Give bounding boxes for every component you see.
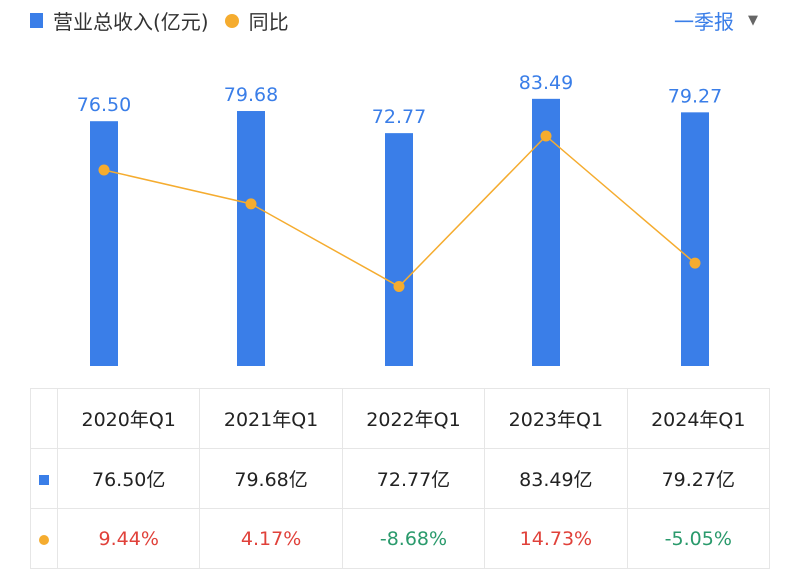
legend-revenue-label[interactable]: 营业总收入(亿元)	[53, 10, 209, 34]
column-header: 2022年Q1	[341, 388, 486, 449]
yoy-cell: 9.44%	[56, 508, 201, 569]
bar	[681, 112, 709, 366]
triangle-down-icon: ▼	[748, 13, 758, 28]
bar-value-label: 79.27	[668, 85, 722, 107]
legend: 营业总收入(亿元) 同比	[30, 6, 289, 35]
yoy-point	[689, 257, 701, 269]
column-header: 2024年Q1	[626, 388, 771, 449]
revenue-cell: 79.68亿	[199, 448, 343, 509]
revenue-cell: 72.77亿	[341, 448, 486, 509]
bar-value-label: 79.68	[224, 84, 278, 106]
column-header: 2023年Q1	[484, 388, 628, 449]
revenue-cell: 79.27亿	[626, 448, 771, 509]
yoy-row-icon	[30, 508, 58, 569]
legend-yoy-label[interactable]: 同比	[248, 10, 289, 34]
yoy-cell: -8.68%	[341, 508, 486, 569]
revenue-cell: 83.49亿	[484, 448, 628, 509]
yoy-point	[393, 281, 405, 293]
period-label: 一季报	[674, 10, 734, 34]
yoy-legend-dot-icon	[224, 13, 239, 28]
revenue-legend-square-icon	[30, 13, 43, 28]
bar	[237, 111, 265, 366]
column-header: 2021年Q1	[199, 388, 343, 449]
period-selector[interactable]: 一季报 ▼	[674, 6, 758, 35]
bar-value-label: 83.49	[519, 72, 573, 94]
bar	[90, 121, 118, 366]
bar-value-label: 76.50	[77, 94, 131, 116]
yoy-cell: 4.17%	[199, 508, 343, 569]
column-header: 2020年Q1	[56, 388, 201, 449]
bar	[385, 133, 413, 366]
yoy-point	[245, 198, 257, 210]
revenue-row-icon	[30, 448, 58, 509]
data-table: 2020年Q1 2021年Q1 2022年Q1 2023年Q1 2024年Q1 76.5…	[30, 388, 771, 569]
yoy-cell: -5.05%	[626, 508, 771, 569]
yoy-point	[540, 130, 552, 142]
corner-cell	[30, 388, 58, 449]
yoy-point	[98, 164, 110, 176]
revenue-cell: 76.50亿	[56, 448, 201, 509]
yoy-cell: 14.73%	[484, 508, 628, 569]
bar-value-label: 72.77	[372, 106, 426, 128]
chart: 76.50 79.68 72.77 83.49 79.27	[77, 72, 722, 366]
